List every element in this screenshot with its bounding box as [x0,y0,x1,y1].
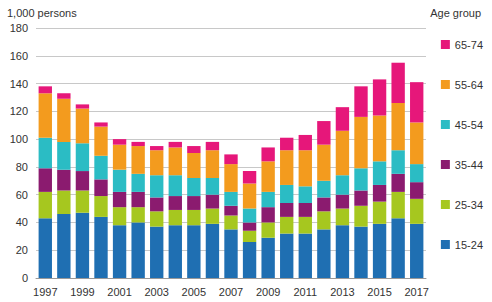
svg-text:2013: 2013 [330,286,354,298]
svg-text:140: 140 [10,78,28,90]
svg-text:15-24: 15-24 [455,239,483,251]
svg-text:180: 180 [10,22,28,34]
svg-text:2015: 2015 [367,286,391,298]
svg-text:2007: 2007 [219,286,243,298]
svg-text:60: 60 [16,189,28,201]
svg-text:20: 20 [16,244,28,256]
svg-text:2001: 2001 [107,286,131,298]
svg-text:160: 160 [10,50,28,62]
svg-text:2003: 2003 [144,286,168,298]
svg-text:1999: 1999 [70,286,94,298]
svg-text:100: 100 [10,133,28,145]
svg-text:35-44: 35-44 [455,159,483,171]
svg-text:45-54: 45-54 [455,119,483,131]
svg-text:2017: 2017 [404,286,428,298]
svg-text:2011: 2011 [293,286,317,298]
svg-text:2005: 2005 [182,286,206,298]
svg-text:40: 40 [16,216,28,228]
svg-text:25-34: 25-34 [455,199,483,211]
svg-text:80: 80 [16,161,28,173]
svg-text:1,000 persons: 1,000 persons [7,7,77,19]
svg-text:2009: 2009 [256,286,280,298]
svg-text:55-64: 55-64 [455,79,483,91]
svg-text:Age group: Age group [430,7,481,19]
svg-text:120: 120 [10,105,28,117]
svg-text:0: 0 [22,272,28,284]
svg-text:1997: 1997 [33,286,57,298]
svg-text:65-74: 65-74 [455,39,483,51]
